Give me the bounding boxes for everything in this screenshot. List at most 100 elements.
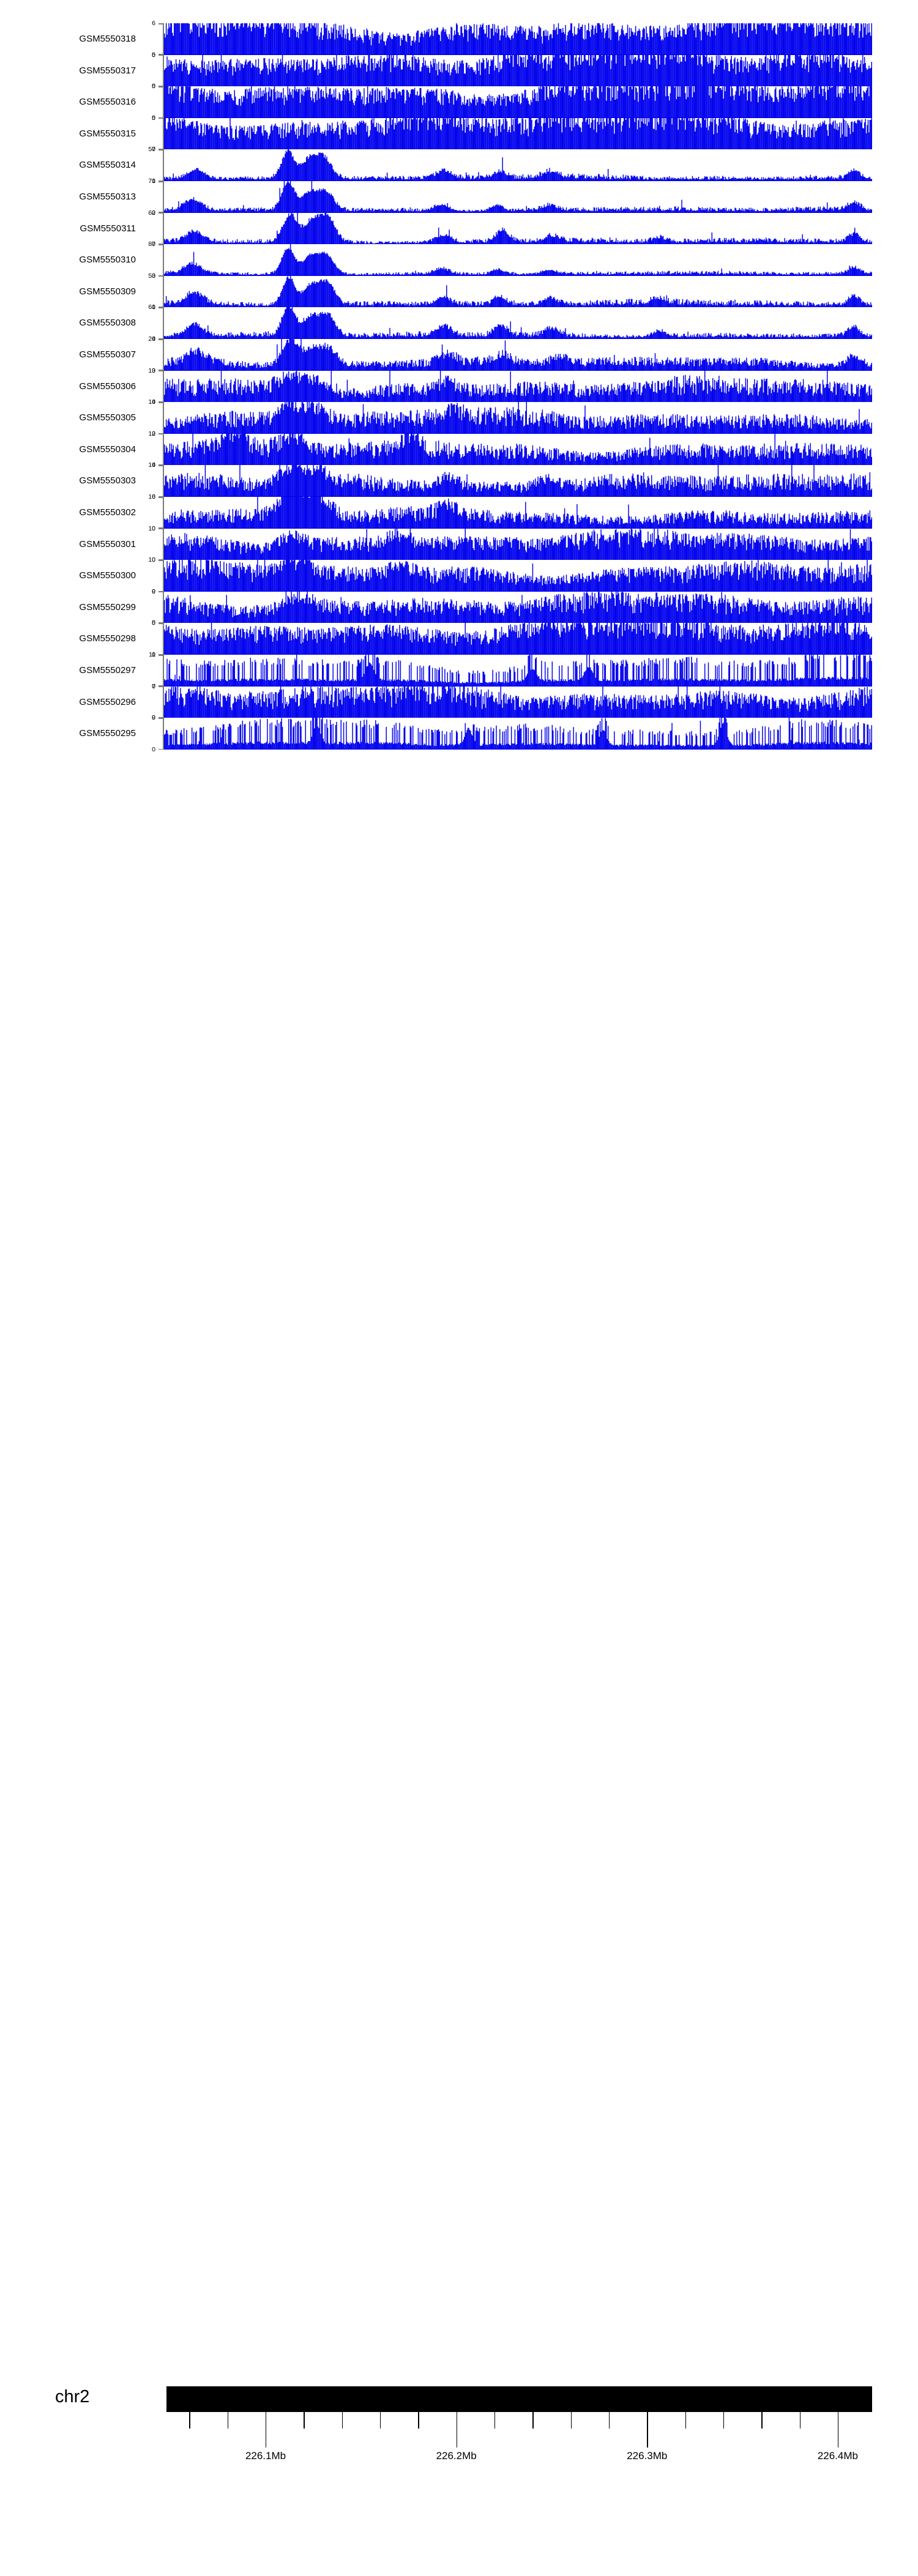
signal-canvas — [164, 149, 872, 182]
y-axis-tick-bottom — [159, 590, 164, 592]
y-axis-spine — [163, 623, 164, 655]
signal-canvas — [164, 528, 872, 560]
y-axis-spine — [163, 655, 164, 687]
signal-canvas — [164, 54, 872, 87]
track-label: GSM5550316 — [79, 97, 136, 108]
y-axis-max-label: 5 — [152, 83, 155, 91]
y-axis-spine — [163, 402, 164, 434]
signal-plot — [164, 23, 872, 55]
track-row: GSM5550299 9 0 — [0, 589, 918, 627]
y-axis-min-label: 0 — [152, 303, 155, 311]
chromosome-ideogram-bar — [166, 2386, 872, 2412]
y-axis-max-label: 10 — [148, 524, 155, 532]
signal-canvas — [164, 402, 872, 434]
y-axis-min-label: 0 — [152, 619, 155, 627]
y-axis-max-label: 14 — [148, 461, 155, 469]
y-axis: 71 0 — [136, 177, 164, 216]
y-axis-min-label: 0 — [152, 83, 155, 91]
signal-plot — [164, 528, 872, 560]
genome-axis-minor-tick — [532, 2412, 534, 2429]
y-axis-min-label: 0 — [152, 682, 155, 690]
y-axis-min-label: 0 — [152, 493, 155, 501]
y-axis-max-label: 12 — [148, 430, 155, 437]
y-axis-tick-bottom — [159, 401, 164, 403]
chromosome-label: chr2 — [55, 2387, 90, 2407]
y-axis-max-label: 87 — [148, 240, 155, 248]
genome-axis-minor-tick — [570, 2412, 572, 2429]
signal-plot — [164, 686, 872, 718]
y-axis-max-label: 11 — [149, 651, 155, 658]
genome-axis-minor-tick — [341, 2412, 343, 2429]
signal-canvas — [164, 117, 872, 150]
signal-plot — [164, 465, 872, 497]
track-row: GSM5550310 87 0 — [0, 240, 918, 279]
y-axis-spine — [163, 718, 164, 750]
y-axis-tick-top — [159, 149, 164, 151]
y-axis-max-label: 14 — [148, 398, 155, 406]
genome-axis-minor-tick — [189, 2412, 190, 2429]
y-axis-spine — [163, 465, 164, 497]
y-axis: 53 0 — [136, 273, 164, 311]
y-axis-max-label: 71 — [148, 177, 155, 185]
track-row: GSM5550317 5 0 — [0, 51, 918, 91]
signal-plot — [164, 433, 872, 466]
y-axis-tick-top — [159, 117, 164, 119]
y-axis-max-label: 9 — [152, 714, 155, 722]
signal-plot — [164, 275, 872, 308]
y-axis-spine — [163, 117, 164, 150]
track-label: GSM5550296 — [79, 696, 136, 707]
track-label: GSM5550318 — [79, 34, 136, 44]
signal-canvas — [164, 623, 872, 655]
signal-canvas — [164, 718, 872, 750]
y-axis: 11 0 — [136, 651, 164, 690]
track-row: GSM5550300 10 0 — [0, 557, 918, 595]
y-axis: 87 0 — [136, 240, 164, 279]
signal-canvas — [164, 307, 872, 340]
track-row: GSM5550314 57 0 — [0, 146, 918, 184]
track-row: GSM5550309 53 0 — [0, 273, 918, 311]
y-axis-max-label: 5 — [152, 114, 155, 122]
genome-axis-minor-tick — [608, 2412, 610, 2429]
genome-axis-minor-tick — [685, 2412, 686, 2429]
track-label: GSM5550299 — [79, 601, 136, 612]
track-label: GSM5550303 — [79, 475, 136, 486]
genome-axis-minor-tick — [380, 2412, 381, 2429]
y-axis-max-label: 5 — [152, 51, 155, 59]
y-axis-spine — [163, 591, 164, 624]
track-label: GSM5550302 — [79, 507, 136, 518]
track-label: GSM5550314 — [79, 160, 136, 171]
y-axis-min-label: 0 — [152, 335, 155, 343]
y-axis-tick-top — [159, 244, 164, 245]
y-axis-tick-bottom — [159, 149, 164, 150]
track-row: GSM5550298 5 0 — [0, 620, 918, 658]
y-axis-min-label: 0 — [152, 430, 155, 437]
y-axis-tick-top — [159, 212, 164, 214]
y-axis-spine — [163, 339, 164, 371]
y-axis-min-label: 0 — [152, 272, 155, 280]
track-label: GSM5550309 — [79, 286, 136, 297]
y-axis-min-label: 0 — [152, 367, 155, 374]
y-axis-tick-top — [159, 402, 164, 403]
y-axis-min-label: 0 — [152, 461, 155, 469]
y-axis-tick-top — [159, 686, 164, 688]
y-axis-min-label: 0 — [152, 714, 155, 722]
signal-canvas — [164, 465, 872, 497]
y-axis-tick-bottom — [159, 370, 164, 371]
signal-plot — [164, 497, 872, 529]
y-axis: 14 0 — [136, 461, 164, 500]
y-axis-spine — [163, 433, 164, 466]
track-row: GSM5550301 10 0 — [0, 524, 918, 563]
y-axis: 14 0 — [136, 398, 164, 437]
track-label: GSM5550298 — [79, 633, 136, 644]
track-row: GSM5550307 24 0 — [0, 336, 918, 374]
y-axis-spine — [163, 528, 164, 560]
y-axis-tick-bottom — [159, 653, 164, 655]
y-axis-min-label: 0 — [152, 114, 155, 122]
signal-canvas — [164, 655, 872, 687]
y-axis-spine — [163, 275, 164, 308]
signal-plot — [164, 181, 872, 213]
